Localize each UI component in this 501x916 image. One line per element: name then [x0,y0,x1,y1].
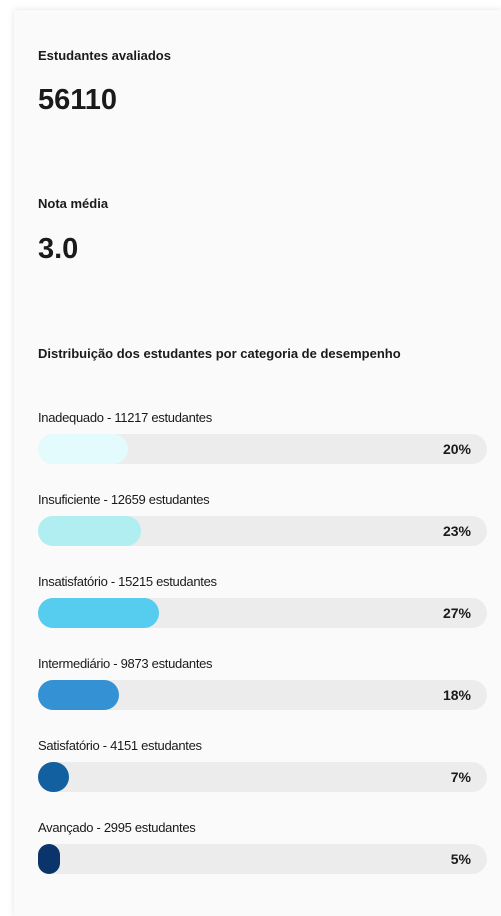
bar [38,844,61,874]
category-label: Satisfatório - 4151 estudantes [38,738,202,753]
percent-label: 5% [450,851,471,867]
bar [38,762,70,792]
distribution-title: Distribuição dos estudantes por categori… [38,346,401,361]
bar-track: 20% [38,434,487,464]
bar-track: 7% [38,762,487,792]
category-label: Insuficiente - 12659 estudantes [38,492,210,507]
percent-label: 20% [442,441,471,457]
bar-track: 23% [38,516,487,546]
category-label: Insatisfatório - 15215 estudantes [38,574,217,589]
bar-track: 27% [38,598,487,628]
bar [38,434,128,464]
bar-track: 18% [38,680,487,710]
category-label: Inadequado - 11217 estudantes [38,410,212,425]
percent-label: 23% [442,523,471,539]
metric-label: Nota média [38,196,109,211]
percent-label: 27% [442,605,471,621]
metric-value: 56110 [38,84,118,116]
bar [38,516,142,546]
bar [38,680,119,710]
percent-label: 18% [442,687,471,703]
category-label: Avançado - 2995 estudantes [38,820,196,835]
bar [38,598,160,628]
bar-track: 5% [38,844,487,874]
metric-value: 3.0 [38,233,79,265]
category-label: Intermediário - 9873 estudantes [38,656,213,671]
card: Estudantes avaliados 56110 Nota média 3.… [14,10,501,916]
percent-label: 7% [450,769,471,785]
metric-label: Estudantes avaliados [38,48,171,63]
